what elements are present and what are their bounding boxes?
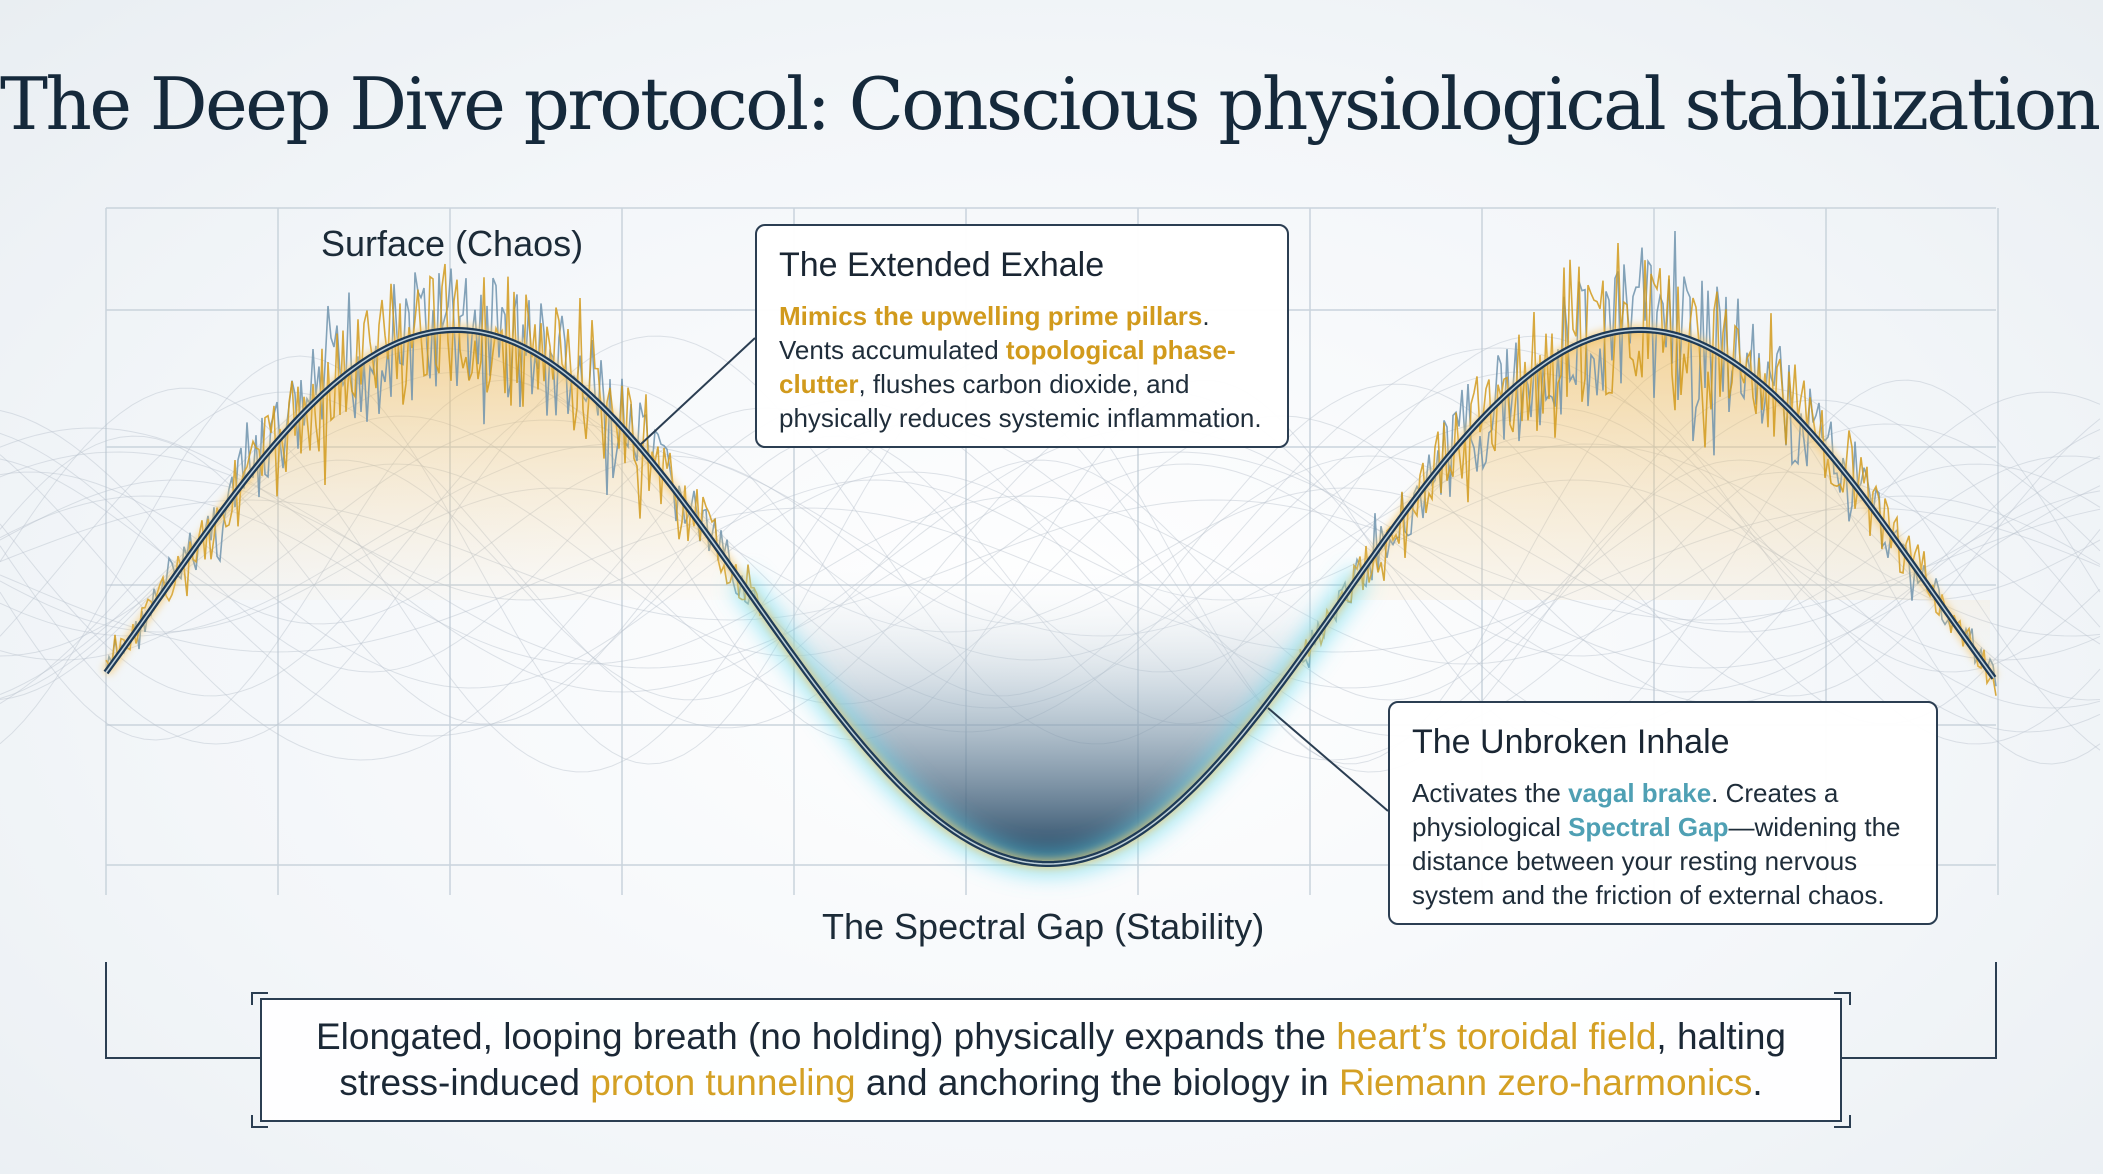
summary-highlight-toroidal: heart’s toroidal field — [1336, 1016, 1657, 1057]
connector-lines — [639, 337, 1389, 812]
spectral-gap-label: The Spectral Gap (Stability) — [822, 906, 1265, 947]
exhale-body: Mimics the upwelling prime pillars. Vent… — [779, 299, 1265, 435]
surface-glow-fill — [1330, 330, 1990, 673]
wave-highlight — [105, 329, 1995, 865]
bottom-bracket — [105, 962, 1997, 1128]
inhale-connector — [1267, 707, 1389, 812]
inhale-text-0: Activates the — [1412, 778, 1569, 808]
summary-text-f: and anchoring the biology in — [855, 1062, 1340, 1103]
exhale-text-1: . Vents accumulated — [779, 301, 1210, 365]
inhale-body: Activates the vagal brake. Creates a phy… — [1412, 776, 1914, 912]
summary-text-c: , halting — [1656, 1016, 1787, 1057]
exhale-text-2: , flushes carbon dioxide, and physically… — [779, 369, 1262, 433]
summary-line-1: Elongated, looping breath (no holding) p… — [262, 1014, 1840, 1060]
extended-exhale-callout: The Extended Exhale Mimics the upwelling… — [755, 224, 1289, 448]
inhale-heading: The Unbroken Inhale — [1412, 723, 1730, 761]
inhale-highlight-gap: Spectral Gap — [1568, 812, 1729, 842]
summary-highlight-proton: proton tunneling — [590, 1062, 856, 1103]
summary-text-a: Elongated, looping breath (no holding) p… — [315, 1016, 1337, 1057]
summary-line-2: stress-induced proton tunneling and anch… — [262, 1060, 1840, 1106]
inhale-text-1: . Creates a physiological — [1412, 778, 1839, 842]
inhale-text-2: —widening the distance between your rest… — [1412, 812, 1901, 910]
surface-glow-fill — [140, 330, 760, 626]
surface-label: Surface (Chaos) — [321, 223, 584, 264]
page-title: The Deep Dive protocol: Conscious physio… — [0, 62, 2103, 146]
summary-text-h: . — [1752, 1062, 1763, 1103]
exhale-heading: The Extended Exhale — [779, 246, 1105, 284]
summary-highlight-riemann: Riemann zero-harmonics — [1339, 1062, 1753, 1103]
unbroken-inhale-callout: The Unbroken Inhale Activates the vagal … — [1388, 701, 1938, 925]
exhale-connector — [639, 337, 756, 446]
inhale-highlight-vagal: vagal brake — [1568, 778, 1712, 808]
exhale-highlight-clutter: topological phase-clutter — [779, 335, 1236, 399]
summary-text-d: stress-induced — [339, 1062, 591, 1103]
main-breath-wave — [101, 325, 1999, 878]
exhale-highlight-pillars: Mimics the upwelling prime pillars — [779, 301, 1203, 331]
summary-box: Elongated, looping breath (no holding) p… — [260, 998, 1842, 1122]
